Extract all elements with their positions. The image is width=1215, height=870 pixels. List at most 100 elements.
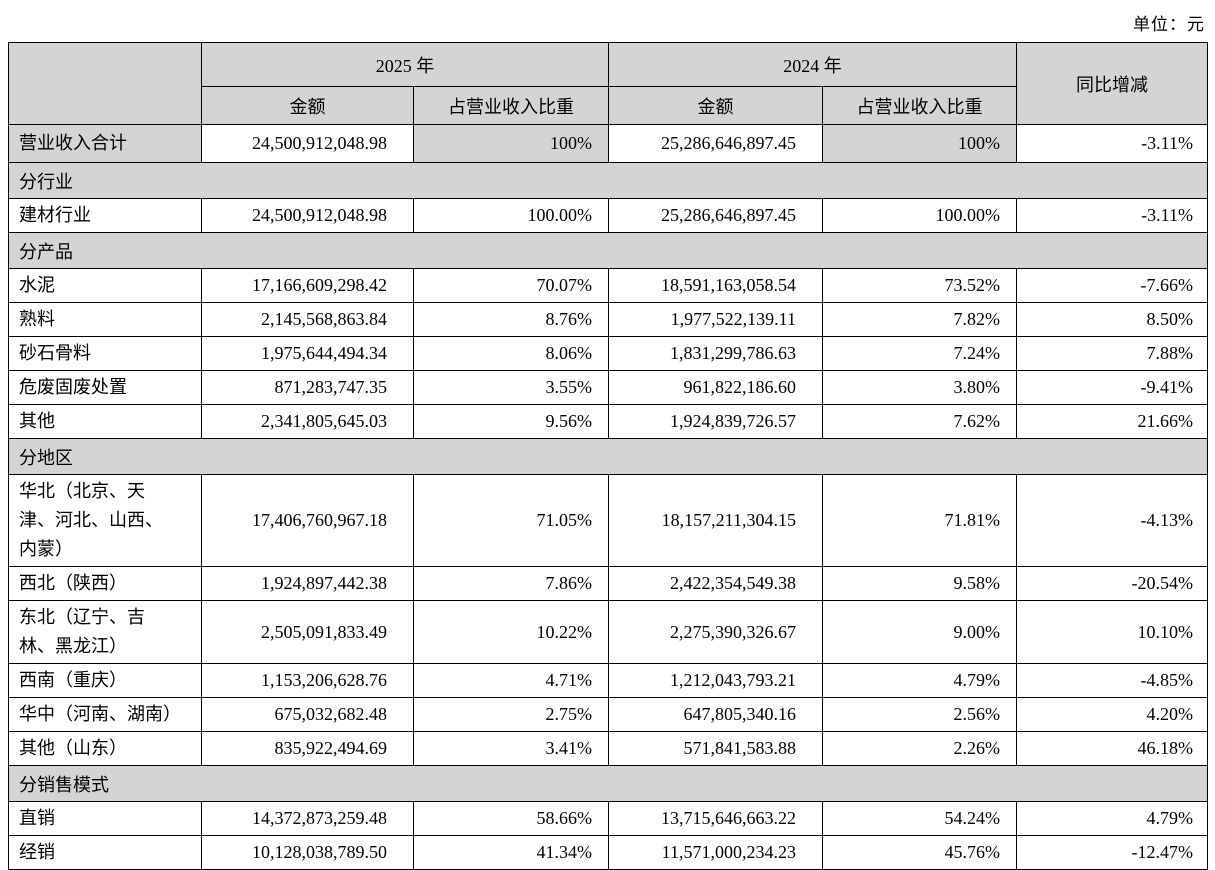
amount-2025: 2,341,805,645.03 bbox=[201, 404, 414, 439]
amount-2025: 14,372,873,259.48 bbox=[201, 801, 414, 836]
amount-2025: 1,975,644,494.34 bbox=[201, 336, 414, 371]
row-label: 营业收入合计 bbox=[8, 124, 202, 163]
table-row: 其他 2,341,805,645.03 9.56% 1,924,839,726.57 7… bbox=[8, 404, 1208, 439]
amount-2024: 961,822,186.60 bbox=[608, 370, 823, 405]
amount-2024: 18,591,163,058.54 bbox=[608, 268, 823, 303]
amount-2025: 1,153,206,628.76 bbox=[201, 663, 414, 698]
pct-2025: 7.86% bbox=[413, 566, 609, 601]
yoy-change: 4.79% bbox=[1016, 801, 1208, 836]
pct-2025: 70.07% bbox=[413, 268, 609, 303]
pct-2024: 71.81% bbox=[822, 474, 1017, 567]
amount-2024: 25,286,646,897.45 bbox=[608, 198, 823, 233]
amount-2025: 17,406,760,967.18 bbox=[201, 474, 414, 567]
pct-2025: 100.00% bbox=[413, 198, 609, 233]
pct-2024: 7.24% bbox=[822, 336, 1017, 371]
yoy-change: 7.88% bbox=[1016, 336, 1208, 371]
table-row: 西北（陕西） 1,924,897,442.38 7.86% 2,422,354,549… bbox=[8, 566, 1208, 601]
table-row: 华北（北京、天津、河北、山西、内蒙） 17,406,760,967.18 71.05… bbox=[8, 474, 1208, 567]
yoy-change: 8.50% bbox=[1016, 302, 1208, 337]
amount-2025: 10,128,038,789.50 bbox=[201, 835, 414, 870]
amount-2024: 1,977,522,139.11 bbox=[608, 302, 823, 337]
yoy-change: -12.47% bbox=[1016, 835, 1208, 870]
year-2025-header: 2025 年 bbox=[201, 42, 609, 87]
amount-2024: 2,275,390,326.67 bbox=[608, 600, 823, 664]
header-row-measures: 金额 占营业收入比重 金额 占营业收入比重 bbox=[9, 86, 1208, 125]
section-row: 分销售模式 bbox=[8, 765, 1208, 802]
amount-2024: 1,212,043,793.21 bbox=[608, 663, 823, 698]
pct-2025: 41.34% bbox=[413, 835, 609, 870]
pct-2024: 4.79% bbox=[822, 663, 1017, 698]
row-label: 其他 bbox=[8, 404, 202, 439]
yoy-change: -7.66% bbox=[1016, 268, 1208, 303]
pct-2025: 3.41% bbox=[413, 731, 609, 766]
pct-2025: 9.56% bbox=[413, 404, 609, 439]
yoy-change: 10.10% bbox=[1016, 600, 1208, 664]
amount-2024: 1,924,839,726.57 bbox=[608, 404, 823, 439]
pct-2025: 4.71% bbox=[413, 663, 609, 698]
pct-2025: 8.06% bbox=[413, 336, 609, 371]
section-row: 分地区 bbox=[8, 438, 1208, 475]
pct-2024: 3.80% bbox=[822, 370, 1017, 405]
pct-2024: 2.56% bbox=[822, 697, 1017, 732]
yoy-change: -3.11% bbox=[1016, 124, 1208, 163]
table-body: 营业收入合计 24,500,912,048.98 100% 25,286,646,89… bbox=[8, 124, 1208, 870]
amount-2025-header: 金额 bbox=[201, 86, 414, 125]
pct-2025: 100% bbox=[413, 124, 609, 163]
section-label: 分行业 bbox=[8, 162, 1208, 199]
table-row: 经销 10,128,038,789.50 41.34% 11,571,000,234.… bbox=[8, 835, 1208, 870]
row-label: 西南（重庆） bbox=[8, 663, 202, 698]
section-label: 分产品 bbox=[8, 232, 1208, 269]
row-label: 熟料 bbox=[8, 302, 202, 337]
yoy-change: -20.54% bbox=[1016, 566, 1208, 601]
table-row: 其他（山东） 835,922,494.69 3.41% 571,841,583.88 2… bbox=[8, 731, 1208, 766]
amount-2024: 13,715,646,663.22 bbox=[608, 801, 823, 836]
table-row: 水泥 17,166,609,298.42 70.07% 18,591,163,058.… bbox=[8, 268, 1208, 303]
pct-2024: 2.26% bbox=[822, 731, 1017, 766]
amount-2025: 835,922,494.69 bbox=[201, 731, 414, 766]
section-label: 分销售模式 bbox=[8, 765, 1208, 802]
table-row: 熟料 2,145,568,863.84 8.76% 1,977,522,139.11 7… bbox=[8, 302, 1208, 337]
table-row: 营业收入合计 24,500,912,048.98 100% 25,286,646,89… bbox=[8, 124, 1208, 163]
unit-label: 单位：元 bbox=[1133, 15, 1205, 34]
pct-2024: 45.76% bbox=[822, 835, 1017, 870]
table-row: 危废固废处置 871,283,747.35 3.55% 961,822,186.60 3… bbox=[8, 370, 1208, 405]
yoy-change-header: 同比增减 bbox=[1016, 42, 1208, 125]
pct-2024: 9.58% bbox=[822, 566, 1017, 601]
amount-2025: 675,032,682.48 bbox=[201, 697, 414, 732]
pct-2024: 7.62% bbox=[822, 404, 1017, 439]
pct-2025: 2.75% bbox=[413, 697, 609, 732]
corner-cell bbox=[8, 42, 202, 125]
yoy-change: -4.13% bbox=[1016, 474, 1208, 567]
row-label: 直销 bbox=[8, 801, 202, 836]
pct-2024-header: 占营业收入比重 bbox=[822, 86, 1017, 125]
table-row: 西南（重庆） 1,153,206,628.76 4.71% 1,212,043,793… bbox=[8, 663, 1208, 698]
table-row: 建材行业 24,500,912,048.98 100.00% 25,286,646,8… bbox=[8, 198, 1208, 233]
yoy-change: -4.85% bbox=[1016, 663, 1208, 698]
table-row: 华中（河南、湖南） 675,032,682.48 2.75% 647,805,340.… bbox=[8, 697, 1208, 732]
section-label: 分地区 bbox=[8, 438, 1208, 475]
section-row: 分产品 bbox=[8, 232, 1208, 269]
section-row: 分行业 bbox=[8, 162, 1208, 199]
amount-2025: 871,283,747.35 bbox=[201, 370, 414, 405]
pct-2025: 58.66% bbox=[413, 801, 609, 836]
amount-2025: 1,924,897,442.38 bbox=[201, 566, 414, 601]
row-label: 华北（北京、天津、河北、山西、内蒙） bbox=[8, 474, 202, 567]
amount-2024: 2,422,354,549.38 bbox=[608, 566, 823, 601]
table-row: 东北（辽宁、吉林、黑龙江） 2,505,091,833.49 10.22% 2,275… bbox=[8, 600, 1208, 664]
amount-2024: 25,286,646,897.45 bbox=[608, 124, 823, 163]
amount-2024: 11,571,000,234.23 bbox=[608, 835, 823, 870]
row-label: 砂石骨料 bbox=[8, 336, 202, 371]
row-label: 华中（河南、湖南） bbox=[8, 697, 202, 732]
yoy-change: -9.41% bbox=[1016, 370, 1208, 405]
pct-2025: 3.55% bbox=[413, 370, 609, 405]
pct-2024: 7.82% bbox=[822, 302, 1017, 337]
revenue-breakdown-table: 2025 年 2024 年 同比增减 金额 占营业收入比重 金额 占营业收入比重… bbox=[8, 42, 1208, 870]
yoy-change: 21.66% bbox=[1016, 404, 1208, 439]
amount-2024: 1,831,299,786.63 bbox=[608, 336, 823, 371]
year-2024-header: 2024 年 bbox=[608, 42, 1017, 87]
row-label: 水泥 bbox=[8, 268, 202, 303]
yoy-change: 46.18% bbox=[1016, 731, 1208, 766]
amount-2024: 647,805,340.16 bbox=[608, 697, 823, 732]
amount-2025: 17,166,609,298.42 bbox=[201, 268, 414, 303]
amount-2024: 18,157,211,304.15 bbox=[608, 474, 823, 567]
